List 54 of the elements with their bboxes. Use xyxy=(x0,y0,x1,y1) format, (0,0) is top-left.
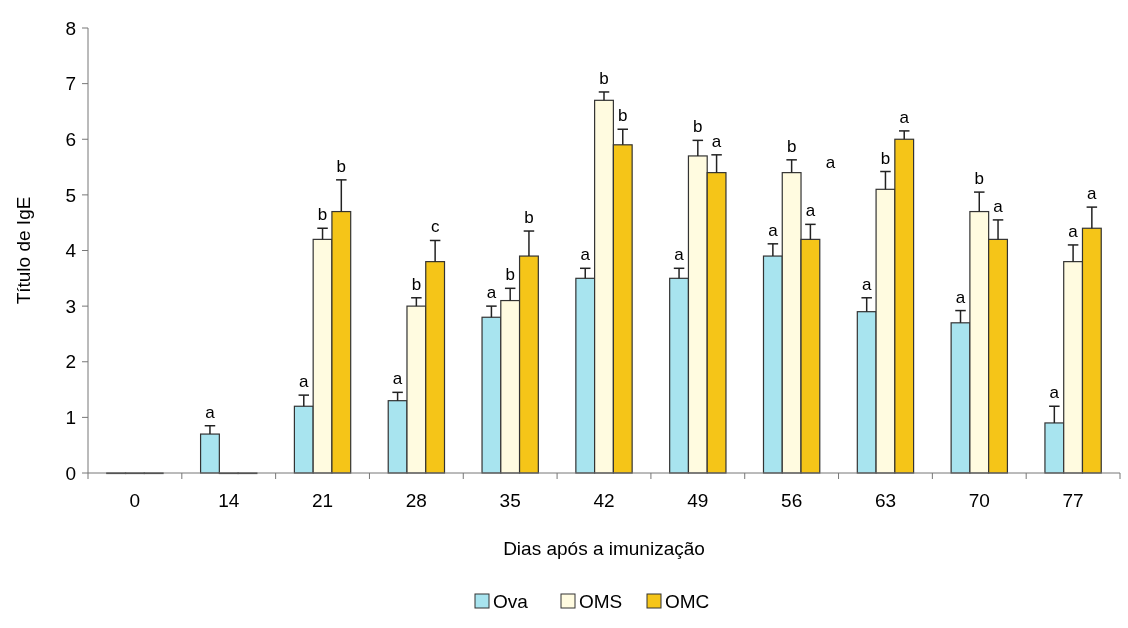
legend-label: OMC xyxy=(665,591,710,612)
data-label: a xyxy=(580,245,591,265)
x-tick-label: 63 xyxy=(874,490,897,511)
x-tick-label: 35 xyxy=(499,490,521,511)
y-tick-label: 1 xyxy=(65,407,76,429)
y-tick-label: 8 xyxy=(65,17,76,39)
data-label: b xyxy=(880,148,891,168)
y-tick-label: 0 xyxy=(65,462,76,484)
x-tick-label: 0 xyxy=(129,490,141,511)
y-tick-label: 3 xyxy=(65,295,76,317)
data-label: a xyxy=(299,372,310,392)
x-tick-label: 42 xyxy=(593,490,615,511)
data-label: b xyxy=(599,68,609,88)
y-tick-label: 2 xyxy=(65,351,76,373)
x-tick-label: 77 xyxy=(1062,490,1084,511)
data-label: b xyxy=(618,106,628,126)
data-label: a xyxy=(1049,383,1060,403)
data-label: a xyxy=(392,369,403,389)
data-label: a xyxy=(805,201,816,221)
y-tick-label: 4 xyxy=(65,240,77,262)
data-label: a xyxy=(1087,184,1098,204)
legend-label: Ova xyxy=(493,591,529,612)
data-label: b xyxy=(693,117,703,137)
x-tick-label: 28 xyxy=(405,490,427,511)
data-label: b xyxy=(317,205,328,225)
x-tick-label: 21 xyxy=(311,490,334,511)
legend-label: OMS xyxy=(579,591,623,612)
x-tick-label: 49 xyxy=(687,490,709,511)
data-label: c xyxy=(430,217,440,237)
data-label: a xyxy=(486,283,497,303)
data-label: b xyxy=(411,274,422,294)
data-label: a xyxy=(205,402,216,422)
data-label: b xyxy=(974,169,985,189)
y-tick-label: 7 xyxy=(65,73,76,95)
data-label: b xyxy=(524,208,534,228)
x-axis-title: Dias após a imunização xyxy=(503,538,705,559)
data-label: a xyxy=(899,107,910,127)
data-label: b xyxy=(505,265,515,285)
annotation: a xyxy=(825,153,836,172)
data-label: a xyxy=(955,287,966,307)
y-axis-title: Título de IgE xyxy=(13,196,34,305)
data-label: a xyxy=(861,274,872,294)
data-label: a xyxy=(1068,221,1079,241)
data-label: a xyxy=(768,220,779,240)
x-tick-label: 70 xyxy=(968,490,990,511)
data-label: b xyxy=(336,156,347,176)
y-tick-label: 5 xyxy=(65,184,76,206)
data-label: a xyxy=(711,131,722,151)
data-label: a xyxy=(993,196,1004,216)
y-tick-label: 6 xyxy=(65,128,76,150)
x-tick-label: 14 xyxy=(218,490,240,511)
data-label: a xyxy=(674,245,685,265)
data-label: b xyxy=(786,136,797,156)
x-tick-label: 56 xyxy=(781,490,803,511)
